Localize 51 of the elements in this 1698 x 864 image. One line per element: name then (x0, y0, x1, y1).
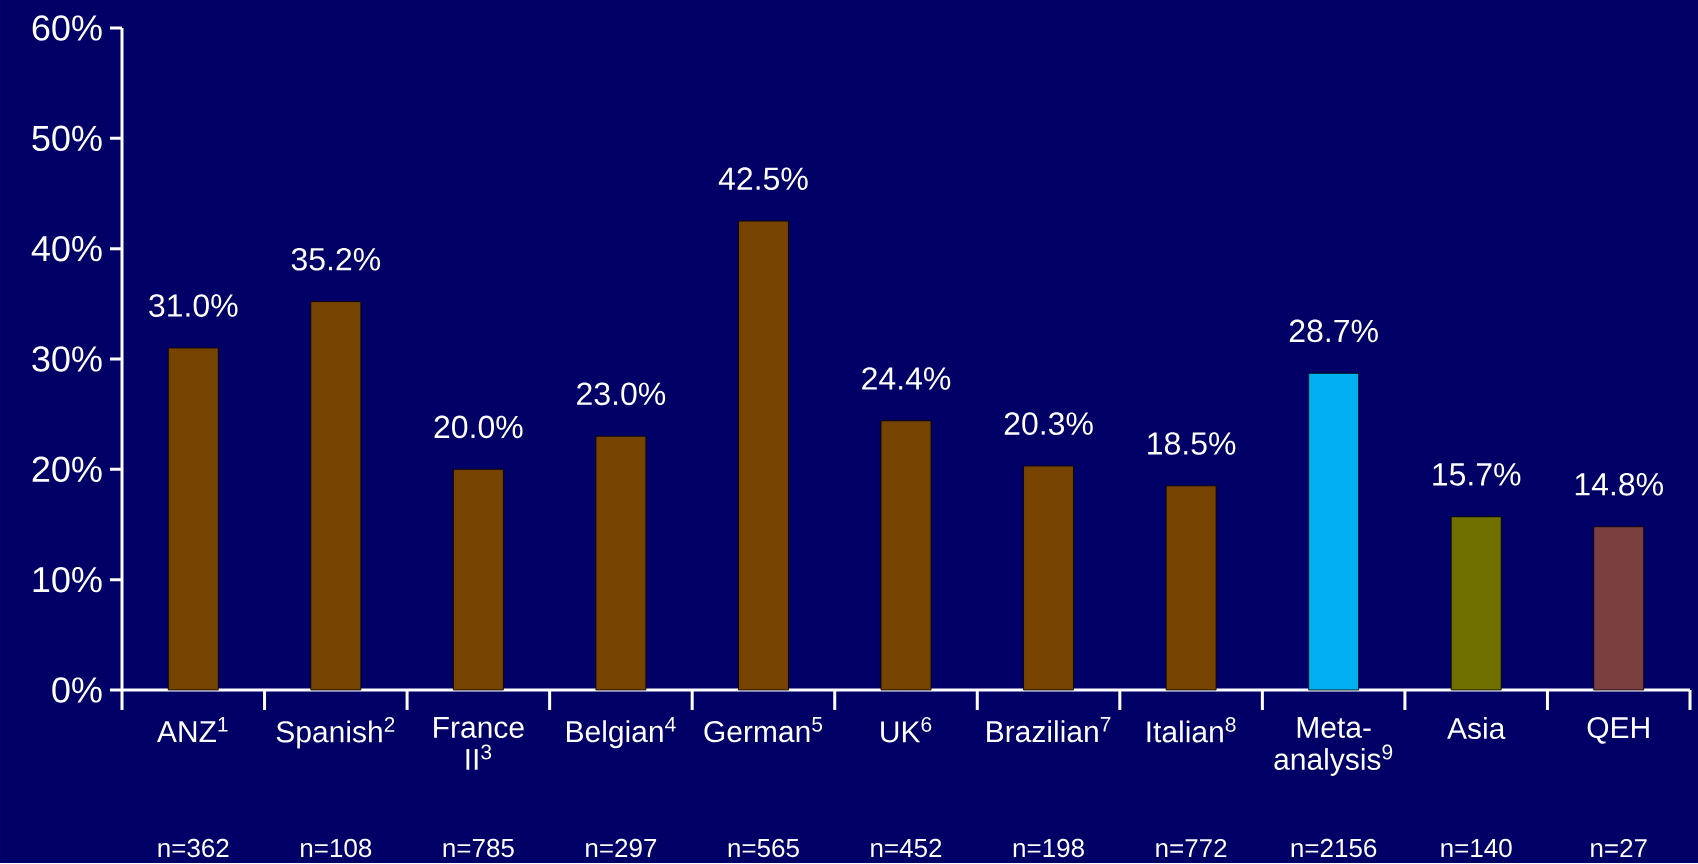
bar (880, 420, 932, 691)
text: n=362 (158, 838, 229, 858)
data-label: 20.0% (434, 415, 523, 439)
bar (738, 220, 789, 691)
data-label: 14.8% (1575, 473, 1663, 496)
x-tick-label: German$^{5}$ (704, 717, 823, 743)
data-label: 20.3% (1004, 412, 1093, 436)
bar (452, 468, 504, 691)
x-tick-label: Asia (1447, 717, 1506, 740)
data-label: 42.5% (718, 167, 808, 191)
text: n=785 (443, 838, 514, 858)
y-tick-label: 40% (31, 235, 102, 262)
text: n=297 (586, 838, 657, 858)
y-tick-label: 20% (32, 456, 102, 483)
x-tick-label: Meta-analysis$^{9}$ (1274, 717, 1393, 776)
bar (1023, 465, 1074, 691)
bar (1165, 485, 1217, 691)
x-tick-label: Brazilian$^{7}$ (987, 717, 1111, 743)
bar (310, 301, 362, 691)
y-tick-label: 60% (32, 15, 102, 41)
text: n=565 (728, 838, 799, 858)
bar (167, 347, 219, 691)
data-label: 23.0% (577, 382, 666, 406)
x-tick-label: Spanish$^{2}$ (276, 717, 395, 749)
text: n=772 (1156, 838, 1227, 858)
data-label: 31.0% (149, 294, 238, 317)
text: n=108 (301, 838, 372, 858)
x-tick-label: Italian$^{8}$ (1147, 717, 1236, 743)
bar (1593, 526, 1645, 691)
y-tick-label: 30% (32, 346, 102, 372)
data-label: 24.4% (862, 367, 951, 390)
text: n=452 (871, 838, 942, 858)
x-tick-label: ANZ$^{1}$ (157, 717, 228, 743)
data-label: 18.5% (1148, 432, 1236, 455)
y-tick-label: 0% (52, 677, 102, 703)
x-tick-label: France II$^{3}$ (434, 717, 524, 770)
bar (1308, 373, 1360, 691)
bar (595, 435, 647, 691)
y-tick-label: 10% (33, 566, 102, 593)
data-label: 15.7% (1433, 463, 1521, 486)
data-label: 35.2% (291, 247, 381, 271)
bar (1450, 516, 1502, 691)
y-tick-label: 50% (32, 125, 102, 152)
data-label: 28.7% (1289, 319, 1378, 343)
text: n=140 (1441, 838, 1512, 858)
text: n=27 (1591, 838, 1647, 858)
text: n=198 (1013, 838, 1084, 858)
text: n=2156 (1291, 838, 1377, 858)
x-tick-label: Belgian$^{4}$ (566, 717, 676, 749)
x-tick-label: UK$^{6}$ (881, 717, 932, 743)
x-tick-label: QEH (1587, 717, 1649, 744)
